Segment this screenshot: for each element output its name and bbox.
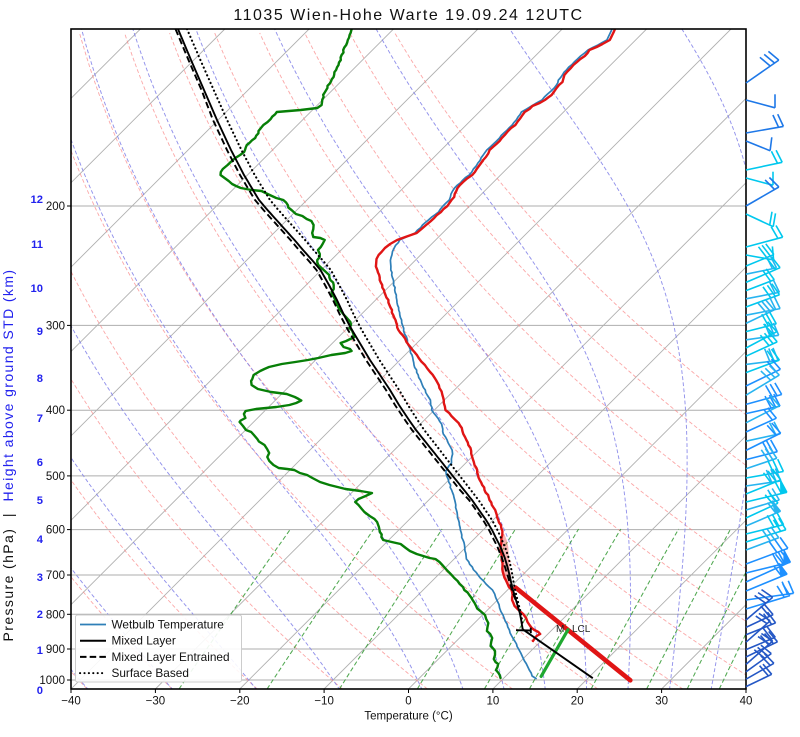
svg-text:5: 5 [37,495,43,507]
svg-text:11: 11 [31,239,43,251]
svg-text:800: 800 [46,609,65,621]
svg-text:1: 1 [37,645,43,657]
svg-text:40: 40 [740,696,753,708]
svg-text:LCL: LCL [572,624,591,635]
svg-text:300: 300 [46,320,65,332]
svg-text:10: 10 [31,283,43,295]
svg-text:8: 8 [37,373,43,385]
svg-text:2: 2 [37,609,43,621]
svg-text:Temperature (°C): Temperature (°C) [364,711,452,723]
svg-text:−10: −10 [314,696,334,708]
svg-text:Surface Based: Surface Based [112,666,189,680]
svg-text:400: 400 [46,405,65,417]
svg-text:20: 20 [571,696,584,708]
svg-text:Pressure (hPa) | Height abov: Pressure (hPa) | Height above ground STD… [0,269,16,642]
svg-text:Mixed Layer: Mixed Layer [112,634,176,648]
svg-text:Mixed Layer Entrained: Mixed Layer Entrained [112,650,230,664]
svg-text:3: 3 [37,572,43,584]
svg-text:700: 700 [46,570,65,582]
svg-text:−30: −30 [146,696,166,708]
svg-text:11035 Wien-Hohe Warte 19.09.24: 11035 Wien-Hohe Warte 19.09.24 12UTC [233,7,583,24]
svg-text:6: 6 [37,457,43,469]
svg-text:500: 500 [46,471,65,483]
svg-text:0: 0 [37,685,43,697]
svg-text:4: 4 [37,534,44,546]
svg-text:12: 12 [31,194,43,206]
svg-text:0: 0 [405,696,411,708]
svg-text:7: 7 [37,413,43,425]
svg-text:900: 900 [46,644,65,656]
svg-text:10: 10 [487,696,500,708]
svg-text:−20: −20 [230,696,250,708]
svg-text:−40: −40 [61,696,81,708]
svg-text:M: M [556,624,564,635]
svg-text:Wetbulb Temperature: Wetbulb Temperature [112,618,225,632]
svg-text:600: 600 [46,525,65,537]
svg-text:200: 200 [46,201,65,213]
svg-text:30: 30 [655,696,668,708]
svg-text:1000: 1000 [39,675,65,687]
svg-text:9: 9 [37,326,43,338]
